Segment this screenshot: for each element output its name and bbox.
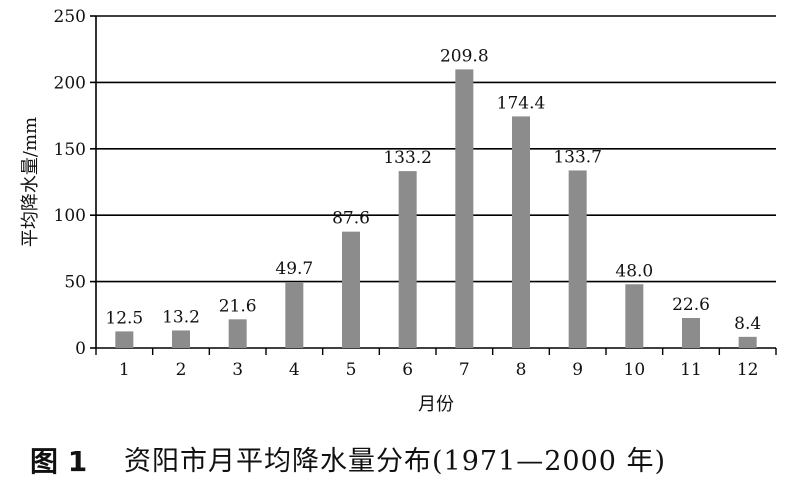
x-tick-label: 11 xyxy=(680,360,702,380)
caption-text: 资阳市月平均降水量分布(1971—2000 年) xyxy=(124,446,667,477)
bar xyxy=(285,281,304,348)
y-tick-label: 0 xyxy=(75,339,86,359)
y-tick-label: 250 xyxy=(54,7,86,27)
data-label: 87.6 xyxy=(332,209,370,229)
data-label: 48.0 xyxy=(615,261,653,281)
data-label: 13.2 xyxy=(162,307,200,327)
x-tick-label: 12 xyxy=(737,360,759,380)
y-tick-label: 150 xyxy=(54,140,86,160)
bar xyxy=(738,336,757,348)
x-tick-label: 9 xyxy=(572,360,583,380)
bar xyxy=(682,317,700,348)
figure-caption: 图 1 资阳市月平均降水量分布(1971—2000 年) xyxy=(0,442,800,486)
bar xyxy=(512,116,530,349)
data-label: 22.6 xyxy=(672,295,710,315)
x-tick-label: 3 xyxy=(232,360,243,380)
bar xyxy=(342,231,360,348)
bar xyxy=(228,319,247,348)
bar xyxy=(172,330,190,348)
data-label: 133.2 xyxy=(383,148,432,168)
y-tick-label: 50 xyxy=(64,273,86,293)
data-label: 174.4 xyxy=(497,93,546,113)
bar xyxy=(568,170,587,348)
data-label: 209.8 xyxy=(440,46,489,66)
bar-chart: 0 50 100 150 200 250 12.5 1 13.2 2 21.6 3 49.7 4 87.6 5… xyxy=(20,7,777,415)
data-label: 21.6 xyxy=(219,296,257,316)
bar xyxy=(115,331,134,348)
bar xyxy=(455,69,474,349)
y-tick-label: 100 xyxy=(54,206,86,226)
y-axis-title: 平均降水量/mm xyxy=(20,117,41,247)
x-tick-label: 2 xyxy=(176,360,187,380)
x-tick-label: 5 xyxy=(346,360,357,380)
x-tick-label: 1 xyxy=(119,360,130,380)
bar xyxy=(625,284,644,348)
x-tick-label: 6 xyxy=(402,360,413,380)
x-tick-label: 7 xyxy=(459,360,470,380)
data-label: 133.7 xyxy=(553,147,602,167)
y-tick-label: 200 xyxy=(54,73,86,93)
bar xyxy=(398,171,417,348)
x-tick-label: 10 xyxy=(624,360,646,380)
data-label: 12.5 xyxy=(105,308,143,328)
data-label: 49.7 xyxy=(275,259,313,279)
x-tick-label: 4 xyxy=(289,360,300,380)
data-label: 8.4 xyxy=(734,314,761,334)
x-tick-label: 8 xyxy=(516,360,527,380)
caption-number: 图 1 xyxy=(30,445,88,478)
x-axis-title: 月份 xyxy=(418,394,454,415)
